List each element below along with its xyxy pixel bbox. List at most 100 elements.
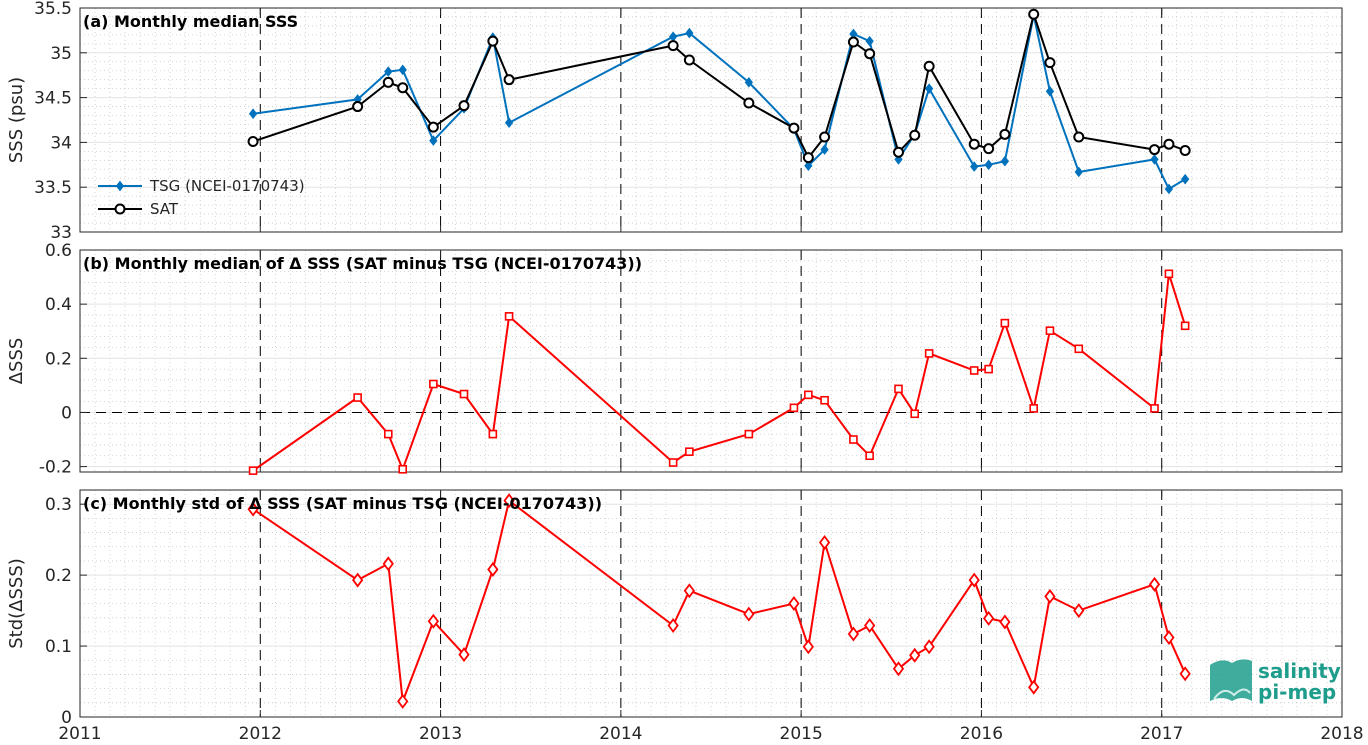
data-point <box>788 596 800 611</box>
data-point <box>382 76 394 88</box>
data-point <box>999 614 1011 630</box>
y-axis-label: SSS (psu) <box>6 77 27 163</box>
logo-text-pi-mep: pi-mep <box>1258 680 1336 704</box>
data-point <box>849 435 858 444</box>
data-point <box>1179 144 1191 156</box>
axes-box <box>79 489 1343 718</box>
data-point <box>1045 326 1055 335</box>
data-point <box>820 395 829 405</box>
data-point <box>352 101 364 113</box>
data-point <box>744 77 753 88</box>
logo-wave-highlight <box>1213 688 1251 700</box>
data-point <box>864 48 876 60</box>
data-point <box>1150 154 1159 165</box>
data-point <box>894 384 903 394</box>
y-tick-label: 35 <box>50 44 72 64</box>
data-point <box>789 403 799 413</box>
data-point <box>458 100 470 112</box>
data-point <box>248 466 258 475</box>
panel-title: (a) Monthly median SSS <box>83 12 298 31</box>
data-point <box>1181 173 1190 185</box>
data-point <box>924 349 934 358</box>
data-point <box>864 617 876 633</box>
data-point <box>427 613 439 629</box>
data-point <box>683 54 695 66</box>
data-point <box>1044 588 1056 604</box>
x-tick-label: 2016 <box>960 724 1003 744</box>
series-line-delta <box>252 273 1187 473</box>
data-point <box>984 159 993 171</box>
y-tick-label: 0.2 <box>45 566 72 586</box>
data-point <box>429 379 438 389</box>
x-tick-label: 2013 <box>419 724 462 744</box>
data-point <box>1045 86 1055 97</box>
y-tick-label: 34 <box>50 133 72 153</box>
data-point <box>819 131 831 143</box>
y-tick-label: 0 <box>61 403 72 423</box>
data-point <box>398 64 407 76</box>
data-point <box>970 161 979 172</box>
data-point <box>1028 8 1040 20</box>
data-point <box>683 583 695 599</box>
data-point <box>1074 166 1083 178</box>
data-point <box>685 447 694 456</box>
panel-1: -0.2 0 0.2 0.4 0.6 ΔSSS (b) Monthly median of … <box>6 241 1343 478</box>
data-point <box>1073 603 1085 619</box>
axes-box <box>79 249 1343 473</box>
data-point <box>802 152 814 164</box>
data-point <box>248 108 258 120</box>
x-tick-label: 2014 <box>599 724 642 744</box>
plot-area <box>80 490 1342 717</box>
data-point <box>503 493 515 509</box>
data-point <box>865 451 874 461</box>
data-point <box>969 366 979 375</box>
y-tick-label: 33.5 <box>34 178 72 198</box>
data-point <box>999 128 1011 140</box>
data-point <box>818 534 831 550</box>
data-point <box>925 83 934 94</box>
data-point <box>865 35 874 47</box>
data-point <box>1000 318 1010 328</box>
x-tick-label: 2015 <box>780 724 823 744</box>
legend-swatch-marker <box>114 203 126 215</box>
data-point <box>398 464 408 474</box>
data-point <box>668 458 678 467</box>
data-point <box>909 647 921 663</box>
data-point <box>427 121 439 133</box>
y-tick-label: 34.5 <box>34 89 72 109</box>
y-tick-label: -0.2 <box>39 458 72 478</box>
legend-label: SAT <box>150 200 179 218</box>
data-point <box>429 135 438 146</box>
data-point <box>397 693 409 709</box>
data-point <box>1029 404 1039 413</box>
data-point <box>1150 404 1159 413</box>
y-tick-label: 33 <box>50 223 72 243</box>
data-point <box>1180 321 1190 331</box>
panel-0: 33 33.5 34 34.5 35 35.5 SSS (psu) (a) Monthly m… <box>6 0 1343 243</box>
y-tick-label: 0 <box>61 708 72 728</box>
data-point <box>685 27 694 39</box>
data-point <box>1163 630 1175 646</box>
data-point <box>1000 155 1009 167</box>
data-point <box>383 429 393 439</box>
x-tick-label: 2018 <box>1320 724 1363 744</box>
data-point <box>1164 183 1174 195</box>
data-point <box>458 647 470 663</box>
data-point <box>892 146 904 158</box>
data-point <box>743 97 755 109</box>
salinity-pi-mep-logo: salinity pi-mep <box>1210 659 1341 704</box>
data-point <box>923 60 935 72</box>
data-point <box>247 136 259 148</box>
data-point <box>382 556 394 572</box>
y-tick-label: 0.4 <box>45 295 72 315</box>
legend: TSG (NCEI-0170743) SAT <box>98 177 305 218</box>
logo-text-salinity: salinity <box>1258 659 1341 683</box>
data-point <box>923 639 935 655</box>
y-tick-label: 0.6 <box>45 241 72 261</box>
data-point <box>984 364 993 374</box>
data-point <box>504 312 514 321</box>
data-point <box>1149 144 1161 156</box>
series-line-sat <box>252 10 1186 160</box>
y-axis-label: Std(ΔSSS) <box>6 558 27 649</box>
